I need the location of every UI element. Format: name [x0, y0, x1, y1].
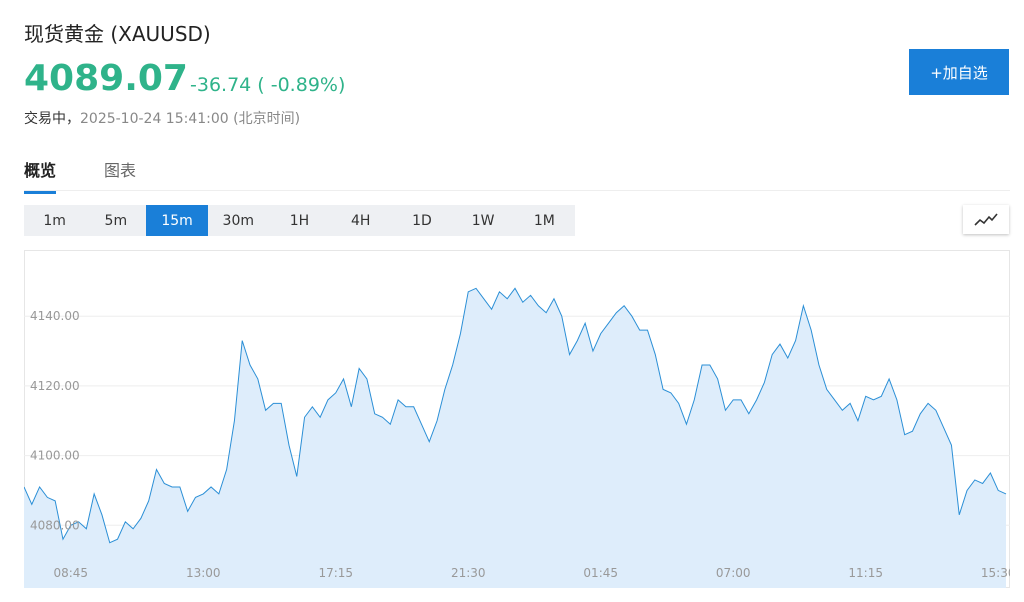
price-change: -36.74 ( -0.89%)	[190, 74, 346, 96]
x-tick-label: 08:45	[53, 566, 88, 580]
period-button[interactable]: 1H	[289, 212, 310, 229]
x-tick-label: 11:15	[848, 566, 883, 580]
period-button[interactable]: 15m	[146, 205, 208, 236]
period-button[interactable]: 1M	[533, 212, 555, 229]
y-tick-label: 4140.00	[30, 309, 80, 323]
plot: 4080.00 4100.00 4120.00 4140.00 08:45 13:00 17…	[24, 287, 1010, 588]
icon	[974, 213, 998, 226]
period-button[interactable]: 1W	[471, 212, 495, 229]
x-tick-label: 13:00	[186, 566, 221, 580]
x-tick-label: 15:30	[981, 566, 1010, 580]
period-button[interactable]: 1m	[43, 212, 66, 229]
period-button[interactable]: 30m	[222, 212, 254, 229]
area-fill	[24, 288, 1006, 588]
chart-type-button[interactable]	[963, 205, 1009, 234]
y-tick-label: 4100.00	[30, 449, 80, 463]
x-tick-label: 07:00	[716, 566, 751, 580]
x-tick-label: 17:15	[318, 566, 353, 580]
y-tick-label: 4120.00	[30, 379, 80, 393]
period-button[interactable]: 4H	[350, 212, 371, 229]
time: 2025-10-24 15:41:00 (北京时间)	[80, 111, 301, 127]
tab[interactable]: 图表	[104, 161, 137, 180]
price-line	[24, 287, 1007, 544]
period-button[interactable]: 5m	[104, 212, 128, 229]
y-tick-label: 4080.00	[30, 518, 80, 532]
status: 交易中，	[24, 111, 80, 127]
chart: 4080.00 4100.00 4120.00 4140.00 08:45 13:00 17…	[24, 250, 1010, 588]
tab[interactable]: 概览	[24, 157, 57, 194]
x-tick-label: 21:30	[451, 566, 486, 580]
x-tick-label: 01:45	[583, 566, 618, 580]
title: 现货黄金 (XAUUSD)	[24, 22, 211, 46]
period-button[interactable]: 1D	[412, 212, 432, 229]
price: 4089.07	[24, 58, 188, 99]
divider	[24, 190, 1010, 191]
add-watchlist-button[interactable]: +加自选	[909, 49, 1009, 95]
status-line: 交易中，2025-10-24 15:41:00 (北京时间)	[24, 108, 300, 128]
period-selector: 1m 5m 15m 30m 1H 4H 1D 1W 1M	[24, 205, 575, 236]
